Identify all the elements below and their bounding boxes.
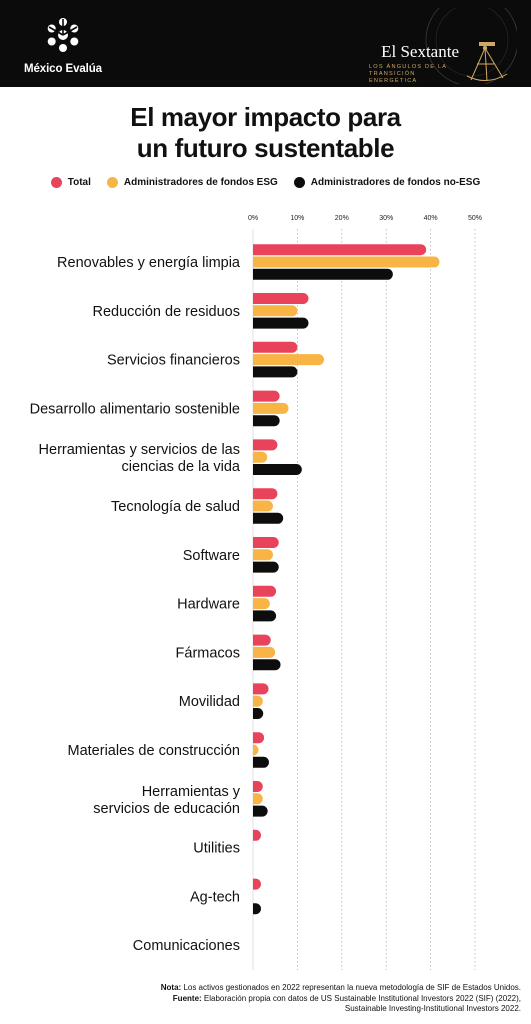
category-label: Fármacos <box>176 645 240 661</box>
bar-esg <box>253 305 298 317</box>
tick-label: 10% <box>290 215 304 222</box>
bar-esg <box>253 402 289 414</box>
bar-noesg <box>253 708 264 719</box>
category-label: Software <box>183 548 240 564</box>
tick-label: 30% <box>379 215 393 222</box>
bar-total <box>253 878 261 890</box>
fuente-line-2: Sustainable Investing-Institutional Inve… <box>344 1004 521 1013</box>
category-label: Renovables y energía limpia <box>57 255 241 271</box>
sextante-title: El Sextante <box>381 42 459 61</box>
bar-esg <box>253 598 270 610</box>
bar-esg <box>253 549 273 561</box>
nota-text: Los activos gestionados en 2022 represen… <box>183 983 521 992</box>
bar-total <box>253 683 269 695</box>
category-label: Servicios financieros <box>107 353 240 369</box>
sextant-icon <box>425 8 517 84</box>
legend-label-noesg: Administradores de fondos no-ESG <box>310 177 481 188</box>
bar-noesg <box>253 610 277 622</box>
bar-total <box>253 439 278 451</box>
category-label-line: servicios de educación <box>93 801 240 817</box>
bar-esg <box>253 646 276 658</box>
legend-label-esg: Administradores de fondos ESG <box>123 177 278 188</box>
legend-swatch-esg <box>106 177 118 188</box>
header-bar: México Evalúa El Sextante LOS ÁNGULOS DE… <box>0 0 531 87</box>
bar-total <box>253 488 278 500</box>
tick-label: 50% <box>468 215 482 222</box>
chart-title-line-2: un futuro sustentable <box>136 133 395 163</box>
bar-noesg <box>253 561 279 573</box>
bar-chart: 0% 10% 20% 30% 40% 50% Renovables y energía li… <box>30 215 482 970</box>
chart-notes: Nota: Los activos gestionados en 2022 re… <box>11 983 521 1015</box>
mexico-evalua-logo: México Evalúa <box>18 18 108 75</box>
tick-label: 20% <box>335 215 349 222</box>
bar-total <box>253 634 271 646</box>
snowflake-logo-icon <box>47 18 79 52</box>
category-label-line: Herramientas y servicios de las <box>39 442 240 458</box>
chart-legend: Total Administradores de fondos ESG Admi… <box>0 177 531 188</box>
bar-esg <box>253 500 273 512</box>
legend-swatch-total <box>50 177 62 188</box>
category-label: Utilities <box>193 841 240 857</box>
nota-label: Nota: <box>160 983 182 992</box>
category-label: Materiales de construcción <box>68 743 240 759</box>
legend-swatch-noesg <box>293 177 305 188</box>
bar-noesg <box>253 659 281 671</box>
sextante-subtitle: LOS ÁNGULOS DE LA TRANSICIÓN ENERGÉTICA <box>369 64 447 84</box>
sextante-logo: El Sextante LOS ÁNGULOS DE LA TRANSICIÓN… <box>367 8 517 84</box>
category-label-line: Herramientas y <box>142 784 241 800</box>
bar-total <box>253 537 279 548</box>
category-label: Movilidad <box>179 694 240 710</box>
bar-total <box>253 585 277 597</box>
legend-item-total: Total <box>50 177 91 188</box>
chart-title-line-1: El mayor impacto para <box>130 102 401 132</box>
fuente-line: Fuente: Elaboración propia con datos de … <box>11 994 521 1005</box>
bar-esg <box>253 744 259 756</box>
bar-esg <box>253 695 263 707</box>
bar-total <box>253 244 427 256</box>
brand-name: México Evalúa <box>24 63 102 75</box>
bar-noesg <box>253 366 298 378</box>
bar-noesg <box>253 512 284 524</box>
category-label: Herramientas y servicios de educación <box>93 784 240 817</box>
bar-total <box>253 829 261 841</box>
bar-esg <box>253 451 268 463</box>
category-label: Reducción de residuos <box>92 304 240 320</box>
bar-total <box>253 390 280 402</box>
category-label: Tecnología de salud <box>111 499 240 515</box>
bar-esg <box>253 793 263 805</box>
category-label: Hardware <box>177 597 240 613</box>
bar-noesg <box>253 415 280 427</box>
bar-esg <box>253 256 440 268</box>
bar-total <box>253 781 263 792</box>
bar-noesg <box>253 756 269 768</box>
category-label: Herramientas y servicios de las ciencias … <box>39 442 241 475</box>
category-label: Desarrollo alimentario sostenible <box>30 401 240 417</box>
category-label: Comunicaciones <box>133 938 240 954</box>
bar-total <box>253 293 309 304</box>
bar-noesg <box>253 805 268 817</box>
nota-line: Nota: Los activos gestionados en 2022 re… <box>11 983 521 994</box>
category-label: Ag-tech <box>190 889 240 905</box>
fuente-text-1: Elaboración propia con datos de US Susta… <box>203 993 521 1003</box>
bar-esg <box>253 354 325 366</box>
bar-total <box>253 341 298 353</box>
bar-noesg <box>253 317 309 329</box>
legend-label-total: Total <box>67 177 91 188</box>
chart-title: El mayor impacto para un futuro sustenta… <box>0 102 531 164</box>
category-label-line: ciencias de la vida <box>122 459 241 475</box>
fuente-label: Fuente: <box>172 993 202 1003</box>
tick-label: 40% <box>424 215 438 222</box>
legend-item-noesg: Administradores de fondos no-ESG <box>293 177 481 188</box>
bar-total <box>253 732 265 744</box>
legend-item-esg: Administradores de fondos ESG <box>106 177 278 188</box>
bar-noesg <box>253 464 302 475</box>
bar-noesg <box>253 268 393 280</box>
bar-noesg <box>253 903 261 915</box>
tick-label: 0% <box>248 215 258 222</box>
